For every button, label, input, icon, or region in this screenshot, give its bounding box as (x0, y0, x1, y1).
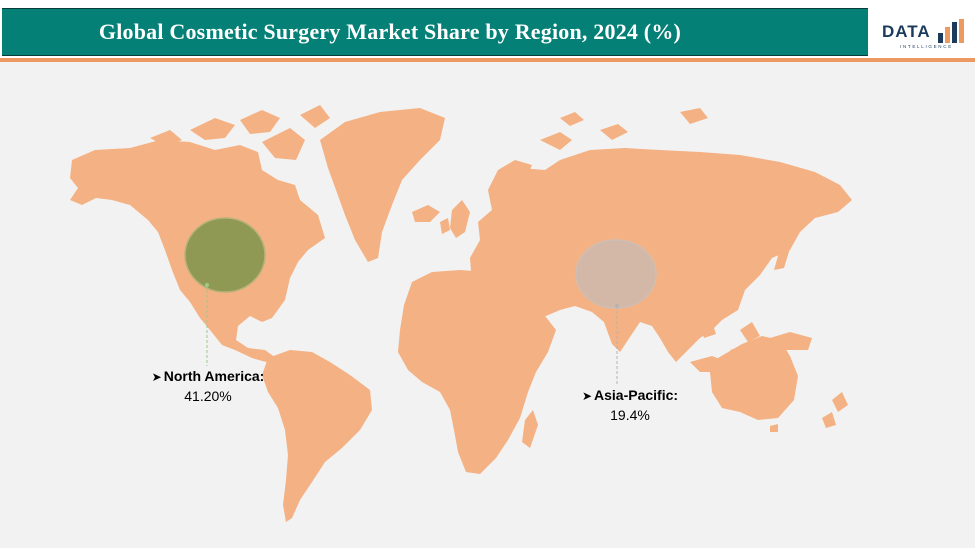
logo-bars-icon (938, 19, 968, 43)
datam-intelligence-logo: DATA INTELLIGENCE (878, 16, 970, 52)
bubble-asia-pacific (575, 239, 657, 309)
land-iceland (412, 205, 440, 222)
land-south-america (262, 350, 372, 522)
land-arctic-islands (150, 105, 330, 160)
region-name: Asia-Pacific: (594, 387, 679, 403)
region-value: 19.4% (610, 407, 650, 423)
land-scandinavia (488, 160, 532, 208)
label-asia-pacific: ➤ Asia-Pacific: 19.4% (560, 386, 700, 425)
chart-title: Global Cosmetic Surgery Market Share by … (98, 19, 682, 44)
land-japan (772, 232, 790, 270)
land-british-isles (440, 200, 470, 238)
land-australia (710, 336, 798, 420)
world-map (70, 105, 852, 522)
bubble-north-america (184, 217, 266, 293)
region-value: 41.20% (184, 388, 232, 404)
land-madagascar (522, 410, 538, 448)
land-greenland (320, 108, 445, 262)
land-new-zealand (770, 392, 848, 432)
logo-wordmark: DATA (882, 22, 931, 41)
accent-divider (0, 58, 975, 62)
region-name: North America: (163, 368, 265, 384)
arrow-bullet-icon: ➤ (151, 370, 162, 384)
land-eurasia (470, 148, 852, 362)
logo-subtitle: INTELLIGENCE (900, 44, 953, 49)
label-north-america: ➤ North America: 41.20% (138, 367, 278, 406)
land-masses (70, 105, 852, 522)
arrow-bullet-icon: ➤ (581, 389, 592, 403)
title-bar: Global Cosmetic Surgery Market Share by … (2, 8, 868, 56)
land-africa (398, 270, 556, 474)
map-area: ➤ North America: 41.20% ➤ Asia-Pacific: 19… (0, 62, 975, 548)
header: Global Cosmetic Surgery Market Share by … (0, 0, 975, 62)
land-arctic-russia (540, 108, 708, 150)
